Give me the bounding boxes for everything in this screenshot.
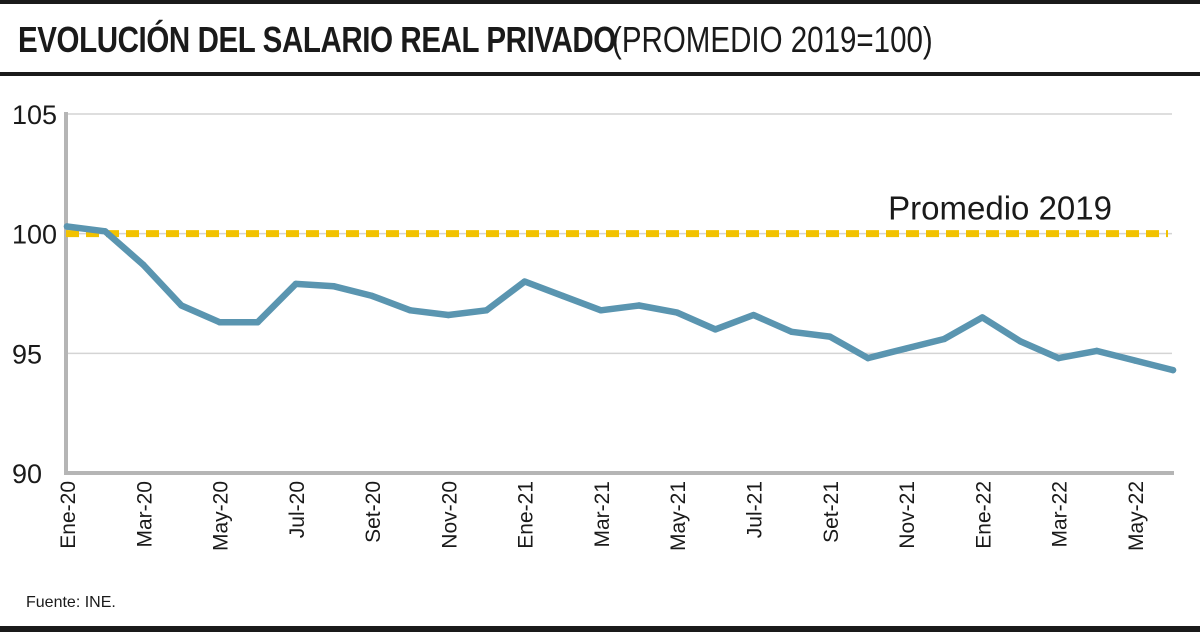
data-point-mar-21	[597, 307, 605, 314]
x-tick-label-ene-21: Ene-21	[515, 481, 538, 549]
x-tick-label-may-21: May-21	[667, 481, 690, 551]
data-point-ago-21	[788, 328, 795, 335]
source-note: Fuente: INE.	[26, 594, 116, 611]
data-point-feb-21	[559, 292, 566, 300]
data-point-abr-21	[635, 302, 643, 309]
data-point-jun-20	[254, 319, 261, 326]
x-tick-label-may-20: May-20	[210, 481, 233, 551]
data-point-jul-20	[292, 280, 300, 288]
line-chart: Promedio 2019 90 95 100 105 Ene-20 Mar-20 May…	[12, 100, 1177, 551]
data-point-nov-20	[445, 311, 452, 319]
y-tick-label-100: 100	[12, 220, 57, 250]
data-point-jun-21	[712, 326, 719, 333]
data-point-ene-20	[63, 223, 71, 230]
x-tick-label-set-21: Set-21	[820, 481, 843, 543]
data-point-dic-20	[483, 307, 490, 314]
reference-line-label: Promedio 2019	[888, 190, 1112, 227]
data-point-set-20	[368, 292, 376, 300]
y-tick-label-105: 105	[12, 100, 57, 130]
data-point-oct-20	[407, 307, 414, 314]
data-point-nov-21	[902, 345, 910, 352]
x-tick-label-mar-20: Mar-20	[133, 481, 156, 548]
x-tick-label-set-20: Set-20	[362, 481, 385, 543]
title-main: EVOLUCIÓN DEL SALARIO REAL PRIVADO	[18, 19, 616, 60]
data-point-ago-20	[330, 283, 338, 290]
x-tick-label-ene-22: Ene-22	[972, 481, 995, 549]
title-subtitle: (PROMEDIO 2019=100)	[612, 19, 933, 60]
x-tick-label-nov-20: Nov-20	[438, 481, 461, 549]
data-point-ene-21	[521, 278, 528, 285]
x-tick-label-jul-21: Jul-21	[744, 481, 767, 538]
data-point-jul-21	[750, 311, 757, 319]
data-point-oct-21	[864, 354, 872, 362]
data-point-ene-22	[979, 314, 986, 321]
x-tick-labels: Ene-20 Mar-20 May-20 Jul-20 Set-20 Nov-20 Ene-…	[57, 481, 1148, 551]
bottom-rule	[0, 626, 1200, 632]
x-tick-label-mar-21: Mar-21	[591, 481, 614, 548]
axes	[64, 112, 1174, 475]
y-tick-label-90: 90	[12, 459, 42, 489]
data-point-set-21	[826, 333, 833, 340]
data-point-abr-22	[1093, 347, 1100, 355]
data-point-may-21	[674, 309, 681, 316]
title-rule	[0, 72, 1200, 76]
x-tick-label-may-22: May-22	[1125, 481, 1148, 551]
series-group	[63, 223, 1177, 374]
y-tick-labels: 90 95 100 105	[12, 100, 57, 489]
data-point-feb-20	[101, 228, 109, 235]
reference-line-group: Promedio 2019	[66, 190, 1168, 238]
data-point-may-20	[216, 319, 223, 326]
data-point-jun-22	[1169, 366, 1177, 374]
top-rule	[0, 0, 1200, 4]
data-point-abr-20	[178, 302, 185, 309]
data-point-dic-21	[940, 335, 948, 343]
data-point-feb-22	[1017, 338, 1024, 345]
series-line	[63, 223, 1177, 374]
data-point-may-22	[1131, 357, 1139, 364]
chart-title: EVOLUCIÓN DEL SALARIO REAL PRIVADO (PROM…	[18, 12, 933, 68]
y-tick-label-95: 95	[12, 339, 42, 369]
x-tick-label-nov-21: Nov-21	[896, 481, 919, 549]
data-point-mar-20	[140, 261, 147, 268]
x-tick-label-jul-20: Jul-20	[286, 481, 309, 538]
x-tick-label-mar-22: Mar-22	[1049, 481, 1072, 548]
data-point-mar-22	[1055, 354, 1062, 362]
x-tick-label-ene-20: Ene-20	[57, 481, 80, 549]
